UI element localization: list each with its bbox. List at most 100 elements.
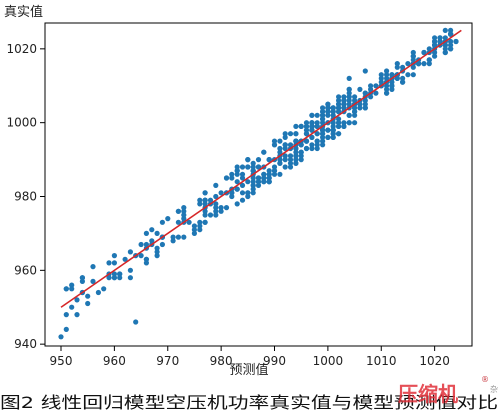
data-point (255, 157, 262, 163)
data-point (448, 27, 454, 33)
data-point (127, 267, 133, 273)
data-point (298, 142, 304, 148)
data-point (282, 157, 288, 163)
data-point (309, 120, 315, 126)
data-point (442, 35, 448, 41)
data-point (314, 123, 320, 129)
data-point (384, 75, 390, 81)
data-point (309, 134, 315, 140)
data-point (303, 131, 310, 137)
data-point (223, 205, 230, 211)
data-point (410, 49, 416, 56)
data-point (133, 319, 139, 325)
data-point (330, 127, 336, 133)
data-point (448, 38, 454, 45)
data-point (95, 289, 101, 296)
data-point (303, 123, 310, 129)
data-point (357, 105, 363, 111)
data-point (352, 112, 358, 118)
data-point (143, 241, 149, 248)
data-point (245, 164, 251, 170)
data-point (336, 120, 342, 126)
data-point (101, 286, 107, 292)
watermark-registered-mark: ® (481, 375, 489, 384)
data-point (282, 145, 288, 152)
data-point (287, 142, 294, 148)
data-point (442, 49, 448, 56)
data-point (234, 201, 240, 207)
data-point (255, 164, 262, 170)
data-point (218, 205, 224, 211)
data-point (293, 131, 299, 137)
data-point (63, 286, 69, 292)
data-point (63, 312, 69, 318)
data-point (325, 127, 331, 133)
data-point (271, 142, 278, 148)
data-point (69, 282, 75, 288)
data-point (330, 134, 336, 140)
data-point (405, 61, 411, 67)
data-point (266, 168, 272, 174)
data-point (111, 271, 117, 277)
plot-frame (44, 22, 473, 347)
data-point (400, 79, 406, 85)
data-point (234, 186, 240, 192)
data-point (303, 120, 310, 126)
data-point (298, 157, 304, 163)
data-point (336, 105, 342, 111)
data-point (261, 171, 267, 177)
y-axis-title: 真实值 (4, 4, 43, 20)
data-point (336, 97, 342, 104)
data-point (175, 219, 181, 225)
y-tick-label: 960 (14, 263, 37, 277)
data-point (309, 112, 315, 118)
data-point (442, 46, 448, 52)
data-point (255, 182, 262, 188)
data-point (352, 94, 358, 100)
data-point (277, 160, 283, 166)
data-point (111, 253, 117, 259)
data-point (282, 142, 288, 148)
data-point (69, 286, 75, 292)
data-point (202, 219, 208, 225)
data-point (239, 164, 246, 170)
data-point (170, 234, 176, 240)
data-point (250, 190, 256, 196)
data-point (266, 171, 272, 177)
scatter-plot (44, 22, 473, 347)
x-tick-label: 1000 (313, 354, 344, 368)
data-point (384, 72, 390, 78)
data-point (293, 157, 299, 163)
data-point (234, 171, 240, 177)
data-point (165, 216, 171, 222)
data-point (362, 68, 368, 74)
x-tick-label: 970 (156, 354, 179, 368)
data-point (127, 275, 133, 281)
data-point (320, 134, 326, 140)
data-point (373, 83, 379, 89)
data-point (282, 153, 288, 159)
data-point (111, 275, 117, 281)
watermark-logo: 压缩机 (398, 382, 458, 406)
data-point (213, 193, 219, 200)
data-point (346, 90, 352, 96)
data-point (213, 212, 219, 218)
data-point (111, 260, 117, 266)
data-point (389, 86, 395, 92)
data-point (154, 253, 160, 259)
data-point (336, 116, 342, 122)
data-point (191, 227, 197, 233)
data-point (191, 230, 197, 236)
data-point (106, 260, 112, 266)
data-point (255, 175, 262, 181)
data-point (293, 153, 299, 159)
data-point (74, 312, 80, 318)
data-point (234, 179, 240, 185)
data-point (394, 61, 400, 67)
data-point (346, 112, 352, 118)
y-tick-label: 1000 (6, 116, 37, 130)
data-point (213, 182, 219, 188)
data-point (384, 90, 390, 96)
data-point (250, 160, 256, 166)
